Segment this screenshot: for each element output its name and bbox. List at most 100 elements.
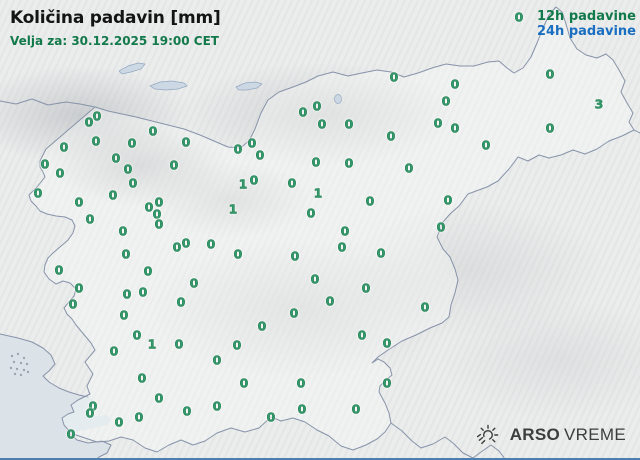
city-dots bbox=[9, 352, 30, 377]
station-value: 0 bbox=[389, 69, 399, 85]
station-value: 0 bbox=[420, 299, 430, 315]
station-value: 0 bbox=[137, 370, 147, 386]
station-value: 0 bbox=[59, 139, 69, 155]
station-value: 0 bbox=[88, 398, 98, 414]
station-value: 0 bbox=[337, 239, 347, 255]
station-value: 0 bbox=[128, 175, 138, 191]
station-value: 0 bbox=[296, 375, 306, 391]
station-value: 0 bbox=[189, 275, 199, 291]
lake-shape bbox=[235, 81, 263, 91]
coastline bbox=[0, 333, 112, 460]
station-value: 3 bbox=[594, 96, 604, 112]
lake-shape bbox=[334, 94, 342, 104]
station-value: 1 bbox=[238, 176, 248, 192]
station-value: 0 bbox=[233, 246, 243, 262]
station-value: 0 bbox=[382, 375, 392, 391]
station-value: 0 bbox=[239, 375, 249, 391]
station-value: 0 bbox=[361, 280, 371, 296]
station-value: 0 bbox=[174, 336, 184, 352]
legend-item-24h-padavine[interactable]: 24h padavine bbox=[536, 24, 636, 39]
lake-shape bbox=[118, 62, 146, 75]
station-value: 0 bbox=[182, 403, 192, 419]
station-value: 0 bbox=[233, 141, 243, 157]
station-value: 0 bbox=[206, 236, 216, 252]
station-value: 0 bbox=[441, 93, 451, 109]
station-value: 1 bbox=[147, 336, 157, 352]
station-value: 0 bbox=[514, 9, 524, 25]
logo-vreme: VREME bbox=[564, 425, 626, 444]
station-value: 0 bbox=[91, 133, 101, 149]
sun-icon bbox=[476, 424, 499, 445]
station-value: 0 bbox=[545, 120, 555, 136]
bottom-accent-bar bbox=[0, 458, 640, 460]
station-value: 0 bbox=[450, 120, 460, 136]
station-value: 0 bbox=[40, 156, 50, 172]
station-value: 0 bbox=[154, 216, 164, 232]
logo-arso: ARSO bbox=[509, 425, 561, 444]
station-value: 0 bbox=[154, 390, 164, 406]
station-value: 0 bbox=[66, 426, 76, 442]
croatia-border-south bbox=[390, 422, 506, 460]
station-value: 0 bbox=[310, 271, 320, 287]
station-value: 0 bbox=[247, 135, 257, 151]
station-value: 0 bbox=[74, 280, 84, 296]
station-value: 0 bbox=[433, 115, 443, 131]
lake-shape bbox=[149, 80, 188, 91]
station-value: 0 bbox=[74, 194, 84, 210]
legend-item-12h-padavine[interactable]: 12h padavine bbox=[536, 9, 636, 24]
italy-austria-border bbox=[0, 98, 96, 108]
station-value: 0 bbox=[404, 160, 414, 176]
station-value: 0 bbox=[266, 409, 276, 425]
station-value: 0 bbox=[212, 398, 222, 414]
station-value: 0 bbox=[138, 284, 148, 300]
station-value: 0 bbox=[545, 66, 555, 82]
station-value: 1 bbox=[228, 201, 238, 217]
station-value: 0 bbox=[144, 199, 154, 215]
station-value: 0 bbox=[344, 155, 354, 171]
station-value: 0 bbox=[344, 116, 354, 132]
station-value: 0 bbox=[114, 414, 124, 430]
station-value: 0 bbox=[152, 206, 162, 222]
station-value: 0 bbox=[297, 401, 307, 417]
valid-time-label: Velja za: 30.12.2025 19:00 CET bbox=[10, 34, 219, 48]
station-value: 0 bbox=[287, 175, 297, 191]
station-value: 0 bbox=[340, 223, 350, 239]
station-value: 0 bbox=[357, 327, 367, 343]
station-value: 0 bbox=[386, 128, 396, 144]
station-value: 0 bbox=[92, 108, 102, 124]
croatia-hungary-border bbox=[633, 129, 640, 134]
station-value: 0 bbox=[376, 245, 386, 261]
station-value: 0 bbox=[317, 116, 327, 132]
arso-vreme-logo: ARSO VREME bbox=[476, 423, 626, 447]
station-value: 0 bbox=[121, 246, 131, 262]
slovenia-border bbox=[28, 6, 635, 453]
station-value: 0 bbox=[306, 205, 316, 221]
station-value: 0 bbox=[325, 293, 335, 309]
station-value: 0 bbox=[176, 294, 186, 310]
station-value: 0 bbox=[311, 154, 321, 170]
station-value: 0 bbox=[33, 185, 43, 201]
station-value: 0 bbox=[257, 318, 267, 334]
station-value: 0 bbox=[148, 123, 158, 139]
station-value: 0 bbox=[84, 114, 94, 130]
station-value: 0 bbox=[443, 192, 453, 208]
station-value: 0 bbox=[255, 147, 265, 163]
station-value: 0 bbox=[154, 194, 164, 210]
station-value: 0 bbox=[111, 150, 121, 166]
station-value: 0 bbox=[127, 135, 137, 151]
station-value: 0 bbox=[132, 327, 142, 343]
station-value: 0 bbox=[108, 187, 118, 203]
station-value: 0 bbox=[312, 98, 322, 114]
station-value: 0 bbox=[436, 219, 446, 235]
station-value: 0 bbox=[289, 305, 299, 321]
station-value: 0 bbox=[382, 335, 392, 351]
station-value: 0 bbox=[450, 76, 460, 92]
station-value: 0 bbox=[119, 307, 129, 323]
station-value: 0 bbox=[143, 263, 153, 279]
station-value: 1 bbox=[313, 185, 323, 201]
station-value: 0 bbox=[290, 248, 300, 264]
station-value: 0 bbox=[118, 223, 128, 239]
